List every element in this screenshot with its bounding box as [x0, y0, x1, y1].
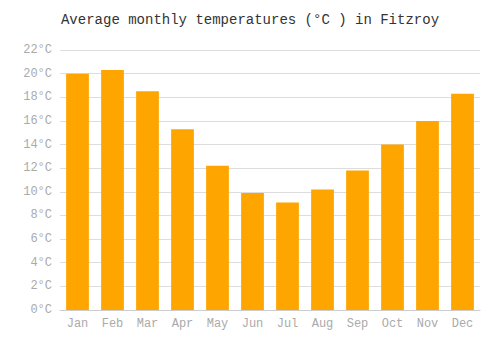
svg-text:0°C: 0°C [30, 303, 52, 317]
svg-text:12°C: 12°C [23, 161, 52, 175]
svg-text:Nov: Nov [417, 317, 439, 331]
svg-text:Dec: Dec [452, 317, 474, 331]
svg-text:Jun: Jun [242, 317, 264, 331]
svg-text:Feb: Feb [102, 317, 124, 331]
svg-text:16°C: 16°C [23, 114, 52, 128]
svg-text:Apr: Apr [172, 317, 194, 331]
svg-text:Jan: Jan [67, 317, 89, 331]
svg-text:4°C: 4°C [30, 256, 52, 270]
svg-text:22°C: 22°C [23, 43, 52, 57]
svg-text:May: May [207, 317, 229, 331]
svg-text:10°C: 10°C [23, 185, 52, 199]
svg-text:Jul: Jul [277, 317, 299, 331]
svg-text:Average monthly temperatures (: Average monthly temperatures (°C ) in Fi… [61, 12, 439, 28]
svg-text:14°C: 14°C [23, 138, 52, 152]
svg-text:2°C: 2°C [30, 279, 52, 293]
svg-text:20°C: 20°C [23, 67, 52, 81]
svg-text:8°C: 8°C [30, 208, 52, 222]
svg-text:Sep: Sep [347, 317, 369, 331]
svg-text:18°C: 18°C [23, 90, 52, 104]
svg-text:Aug: Aug [312, 317, 334, 331]
svg-text:Oct: Oct [382, 317, 404, 331]
svg-text:6°C: 6°C [30, 232, 52, 246]
svg-text:Mar: Mar [137, 317, 159, 331]
